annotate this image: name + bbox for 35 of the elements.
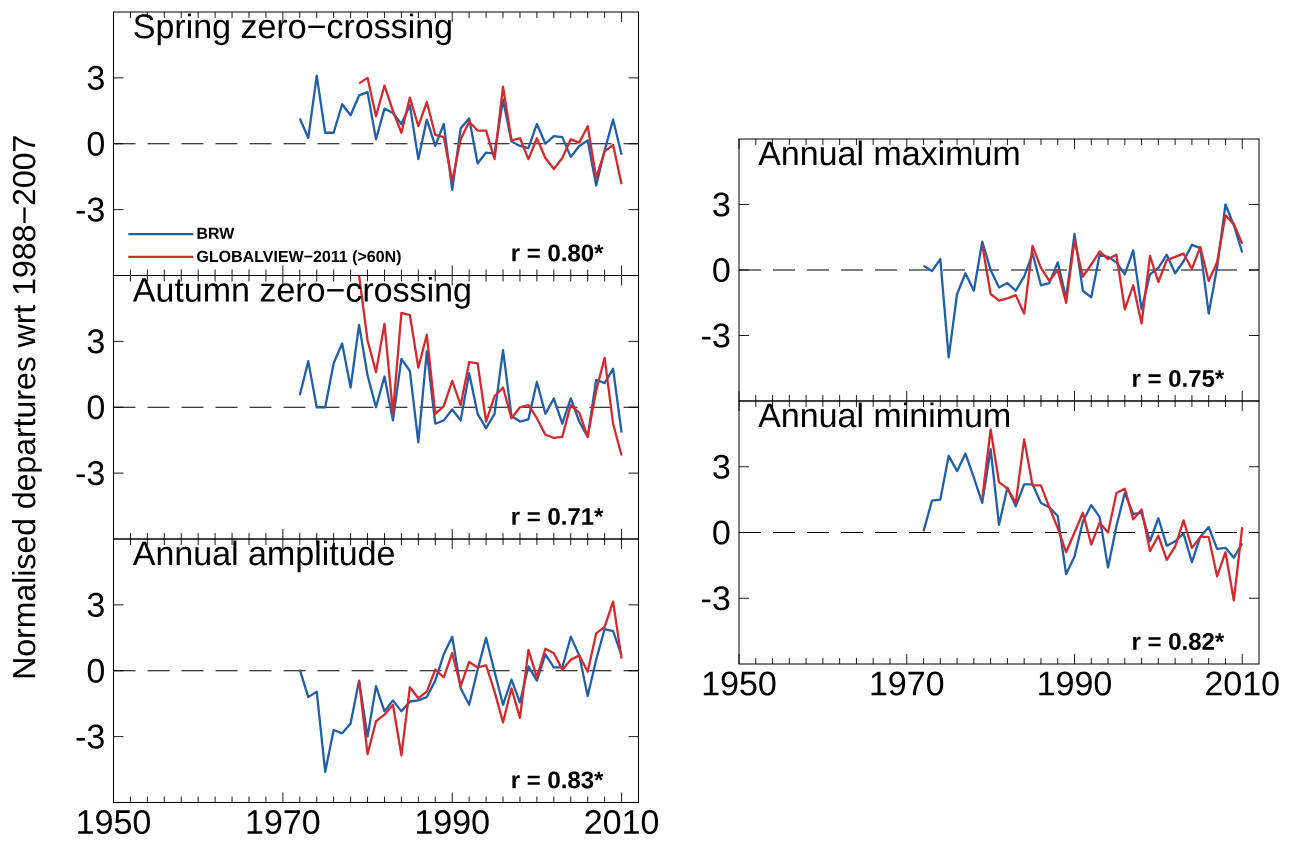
chart-title: Annual amplitude <box>132 540 394 573</box>
y-tick-label: 3 <box>87 329 104 354</box>
x-tick-label: 2010 <box>585 810 659 835</box>
y-tick-label: 0 <box>713 257 730 283</box>
x-tick-label: 1950 <box>703 671 776 696</box>
y-tick-label: 0 <box>713 520 730 545</box>
y-tick-label: 3 <box>87 65 104 90</box>
legend-label: BRW <box>197 227 235 239</box>
y-tick-label: 0 <box>87 395 104 420</box>
x-tick-label: 1950 <box>78 810 150 835</box>
legend-label: GLOBALVIEW−2011 (>60N) <box>197 250 401 266</box>
y-tick-label: 3 <box>713 454 730 479</box>
x-tick-label: 1990 <box>416 810 489 835</box>
y-tick-label: 3 <box>87 592 104 617</box>
y-tick-label: 0 <box>87 131 104 156</box>
x-tick-label: 1990 <box>1039 671 1111 696</box>
chart-title: Annual minimum <box>758 402 1010 428</box>
annotation: r = 0.75* <box>1133 370 1225 387</box>
y-tick-label: -3 <box>76 197 104 222</box>
x-tick-label: 1970 <box>247 810 320 835</box>
y-axis-title: Normalised departures wrt 1988−2007 <box>11 136 42 678</box>
y-tick-label: 0 <box>87 658 104 683</box>
y-tick-label: -3 <box>76 724 104 749</box>
x-tick-label: 1970 <box>871 671 944 696</box>
annotation: r = 0.71* <box>512 507 604 525</box>
chart-title: Annual maximum <box>758 140 1019 166</box>
annotation: r = 0.83* <box>512 771 604 789</box>
x-tick-label: 2010 <box>1206 671 1279 696</box>
chart-title: Spring zero−crossing <box>134 13 451 46</box>
y-tick-label: -3 <box>702 323 730 348</box>
annotation: r = 0.82* <box>1133 632 1225 650</box>
y-tick-label: -3 <box>76 461 104 486</box>
y-tick-label: 3 <box>713 192 730 217</box>
annotation: r = 0.80* <box>512 244 604 262</box>
y-tick-label: -3 <box>702 586 730 611</box>
